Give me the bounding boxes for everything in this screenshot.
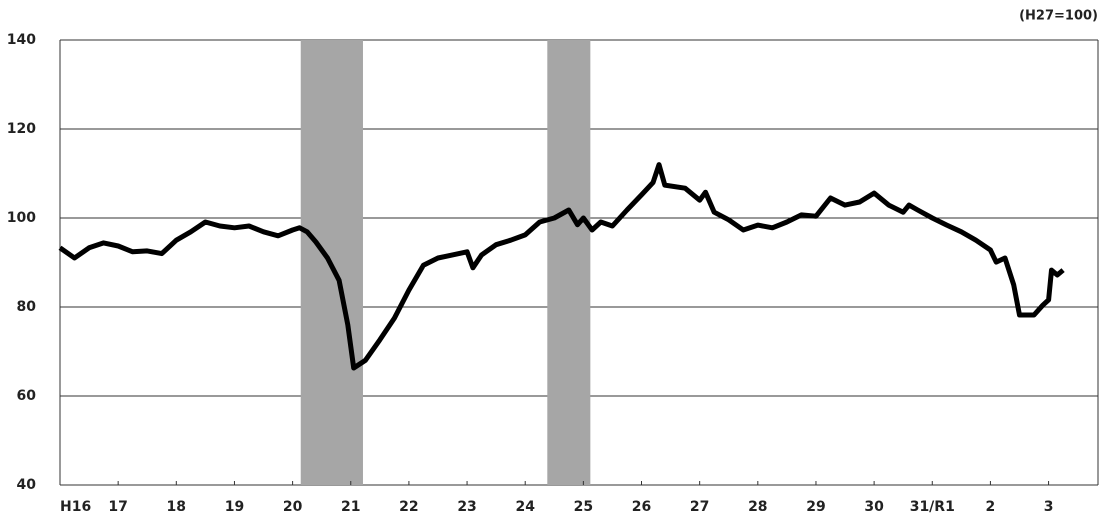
x-tick-label: 19 <box>225 499 244 515</box>
x-tick-label: 25 <box>574 499 593 515</box>
x-tick-label: 22 <box>399 499 418 515</box>
shaded-period <box>547 40 591 485</box>
y-tick-label: 120 <box>7 121 36 137</box>
x-tick-label: 21 <box>341 499 360 515</box>
x-tick-label: 29 <box>806 499 825 515</box>
x-tick-label: 31/R1 <box>910 499 955 515</box>
unit-note: (H27=100) <box>1019 9 1098 24</box>
x-tick-label: H16 <box>60 499 91 515</box>
x-tick-label: 2 <box>986 499 996 515</box>
data-line <box>58 162 1065 371</box>
x-tick-label: 3 <box>1044 499 1054 515</box>
y-tick-label: 80 <box>17 299 37 315</box>
x-tick-label: 24 <box>515 499 535 515</box>
x-tick-label: 28 <box>748 499 767 515</box>
x-tick-label: 23 <box>457 499 476 515</box>
y-tick-label: 60 <box>17 388 37 404</box>
x-tick-label: 18 <box>167 499 186 515</box>
x-tick-label: 27 <box>690 499 709 515</box>
y-tick-label: 40 <box>17 477 37 493</box>
y-tick-label: 100 <box>7 210 36 226</box>
x-tick-label: 17 <box>108 499 127 515</box>
x-tick-label: 26 <box>632 499 651 515</box>
y-tick-label: 140 <box>7 32 36 48</box>
x-tick-label: 20 <box>283 499 303 515</box>
x-tick-label: 30 <box>864 499 884 515</box>
